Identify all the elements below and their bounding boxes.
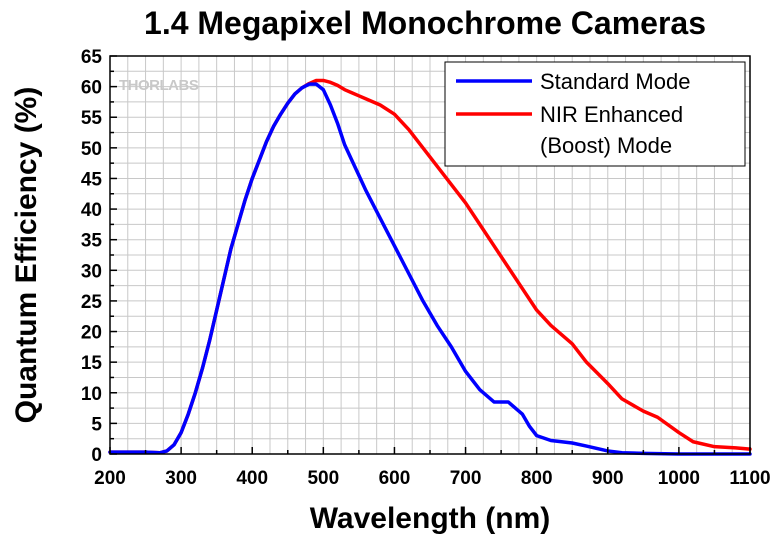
x-tick-label: 200 [94,468,126,489]
y-axis-label: Quantum Efficiency (%) [10,87,43,424]
y-tick-label: 10 [81,384,102,405]
x-tick-label: 800 [521,468,553,489]
x-tick-label: 1000 [658,468,700,489]
y-tick-label: 50 [81,139,102,160]
legend: Standard Mode NIR Enhanced (Boost) Mode [444,61,746,167]
axis-ticks [109,55,751,455]
x-tick-label: 1100 [729,468,770,489]
x-tick-label: 400 [236,468,268,489]
x-tick-label: 600 [379,468,411,489]
series-layer [108,78,752,456]
y-tick-label: 20 [81,323,102,344]
y-tick-label: 5 [91,414,102,435]
series-line-standard-mode [108,82,752,456]
legend-label-nir-line1: NIR Enhanced [540,102,683,127]
y-tick-label: 65 [81,47,103,68]
legend-label-nir-line2: (Boost) Mode [540,133,672,158]
chart-title: 1.4 Megapixel Monochrome Cameras [144,5,706,41]
x-tick-label: 300 [165,468,197,489]
x-axis-label: Wavelength (nm) [310,502,551,535]
y-tick-label: 0 [91,445,102,466]
y-tick-label: 40 [81,200,102,221]
y-tick-label: 35 [81,231,103,252]
y-tick-label: 55 [81,108,103,129]
x-tick-label: 700 [450,468,482,489]
x-tick-labels: 200 300 400 500 600 700 800 900 1000 1100 [94,468,770,489]
y-tick-label: 15 [81,353,103,374]
y-tick-label: 60 [81,78,102,99]
y-tick-label: 45 [81,169,103,190]
y-tick-labels: 0 5 10 15 20 25 30 35 40 45 50 55 60 65 [81,47,103,466]
legend-label-standard: Standard Mode [540,69,690,94]
y-tick-label: 25 [81,292,103,313]
y-tick-label: 30 [81,261,102,282]
x-tick-label: 500 [307,468,339,489]
watermark-logo: THORLABS [119,77,199,94]
x-tick-label: 900 [592,468,624,489]
